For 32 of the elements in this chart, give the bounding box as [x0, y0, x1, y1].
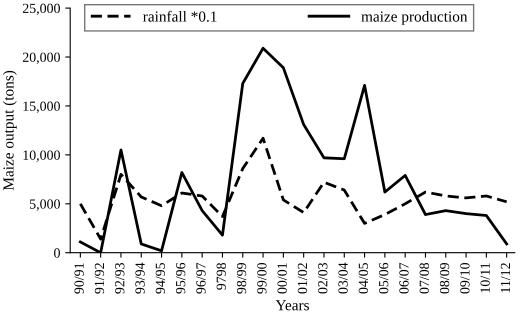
- x-tick-label: 08/09: [440, 263, 450, 294]
- y-tick-label: 15,000: [24, 102, 60, 113]
- x-tick-label: 96/97: [196, 262, 206, 294]
- y-tick-label: 5,000: [30, 199, 60, 211]
- x-tick-label: 90/91: [74, 263, 84, 294]
- x-tick-label: 99/00: [257, 262, 267, 294]
- x-tick-label: 04/05: [358, 262, 368, 294]
- x-tick-label: 01/02: [298, 263, 308, 294]
- x-tick-label: 95/96: [176, 262, 186, 294]
- x-tick-label: 03/04: [338, 262, 348, 294]
- x-tick-label: 98/99: [236, 263, 246, 294]
- legend-label: maize production: [361, 10, 468, 25]
- x-tick-label: 06/07: [399, 262, 409, 294]
- y-tick-label: 20,000: [22, 52, 60, 64]
- x-tick-label: 00/01: [277, 263, 287, 294]
- x-tick-label: 93/94: [135, 262, 145, 294]
- y-tick-label: 25,000: [22, 4, 60, 16]
- x-axis-title: Years: [276, 300, 309, 310]
- x-tick-label: 05/06: [378, 262, 388, 294]
- x-tick-label: 11/12: [500, 263, 510, 292]
- y-axis-title: Maize output (tons): [2, 70, 17, 190]
- y-tick-label: 0: [54, 248, 60, 258]
- x-tick-label: 91/92: [94, 263, 104, 294]
- x-tick-label: 09/10: [460, 262, 470, 294]
- x-tick-label: 9798: [216, 262, 226, 290]
- x-tick-label: 10/11: [480, 263, 490, 292]
- x-tick-label: 94/95: [156, 262, 166, 294]
- y-tick-label: 10,000: [24, 150, 60, 162]
- x-tick-label: 92/93: [115, 262, 124, 294]
- x-tick-label: 07/08: [420, 262, 429, 294]
- legend-label: rainfall *0.1: [143, 10, 217, 22]
- x-tick-label: 02/03: [318, 262, 328, 294]
